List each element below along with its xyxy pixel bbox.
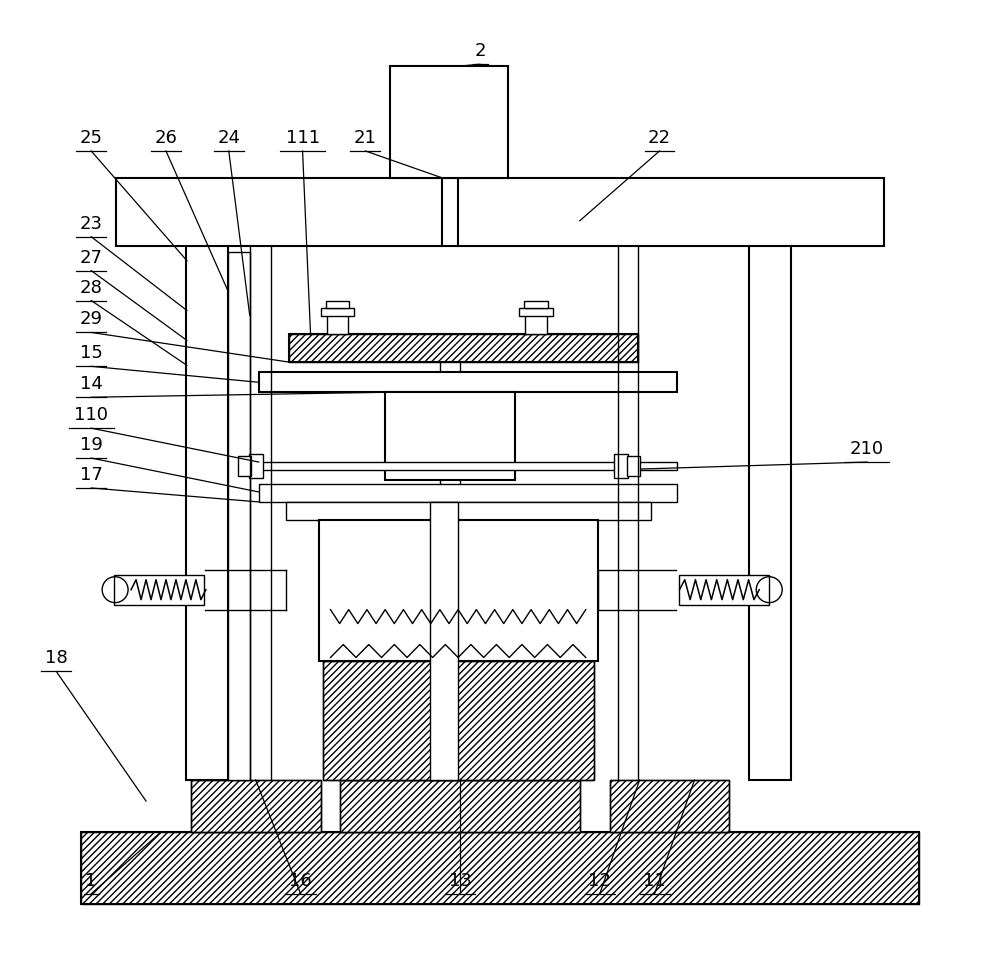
Bar xyxy=(390,66,508,178)
Bar xyxy=(286,502,651,520)
Text: 13: 13 xyxy=(449,872,472,890)
Bar xyxy=(340,780,580,832)
Bar xyxy=(116,178,884,246)
Bar xyxy=(326,300,349,308)
Bar xyxy=(289,334,638,362)
Text: 16: 16 xyxy=(289,872,312,890)
Bar xyxy=(259,372,677,393)
Text: 25: 25 xyxy=(80,129,103,147)
Bar xyxy=(259,484,677,502)
Text: 23: 23 xyxy=(80,215,103,232)
Text: 14: 14 xyxy=(80,375,103,394)
Bar xyxy=(519,308,553,317)
Text: 24: 24 xyxy=(217,129,240,147)
Text: 18: 18 xyxy=(45,650,68,667)
Bar xyxy=(321,308,354,317)
Bar xyxy=(524,300,548,308)
Text: 28: 28 xyxy=(80,278,103,297)
Bar xyxy=(81,832,919,903)
Text: 26: 26 xyxy=(155,129,177,147)
Bar xyxy=(319,520,598,661)
Bar xyxy=(679,575,769,605)
Bar xyxy=(249,454,263,478)
Text: 2: 2 xyxy=(474,42,486,60)
Bar xyxy=(114,575,204,605)
Bar xyxy=(186,212,228,780)
Text: 22: 22 xyxy=(648,129,671,147)
Bar xyxy=(610,780,729,832)
Bar xyxy=(340,780,580,832)
Bar xyxy=(323,661,594,780)
Bar xyxy=(525,315,547,334)
Text: 19: 19 xyxy=(80,436,103,454)
Bar xyxy=(327,315,348,334)
Text: 210: 210 xyxy=(850,440,884,458)
Bar xyxy=(289,334,638,362)
Text: 111: 111 xyxy=(286,129,320,147)
Bar xyxy=(385,393,515,480)
Bar xyxy=(238,456,251,476)
Bar xyxy=(259,462,677,470)
Text: 1: 1 xyxy=(85,872,97,890)
Text: 15: 15 xyxy=(80,345,103,362)
Bar xyxy=(440,362,460,485)
Text: 21: 21 xyxy=(354,129,377,147)
Bar xyxy=(430,502,458,780)
Bar xyxy=(81,832,919,903)
Bar xyxy=(614,454,628,478)
Bar xyxy=(323,661,594,780)
Text: 27: 27 xyxy=(80,249,103,267)
Bar xyxy=(191,780,321,832)
Text: 110: 110 xyxy=(74,406,108,424)
Bar xyxy=(749,212,791,780)
Bar xyxy=(191,780,321,832)
Bar xyxy=(627,456,640,476)
Text: 17: 17 xyxy=(80,466,103,484)
Text: 11: 11 xyxy=(643,872,666,890)
Text: 12: 12 xyxy=(588,872,611,890)
Bar xyxy=(610,780,729,832)
Bar xyxy=(228,252,250,780)
Text: 29: 29 xyxy=(80,310,103,328)
